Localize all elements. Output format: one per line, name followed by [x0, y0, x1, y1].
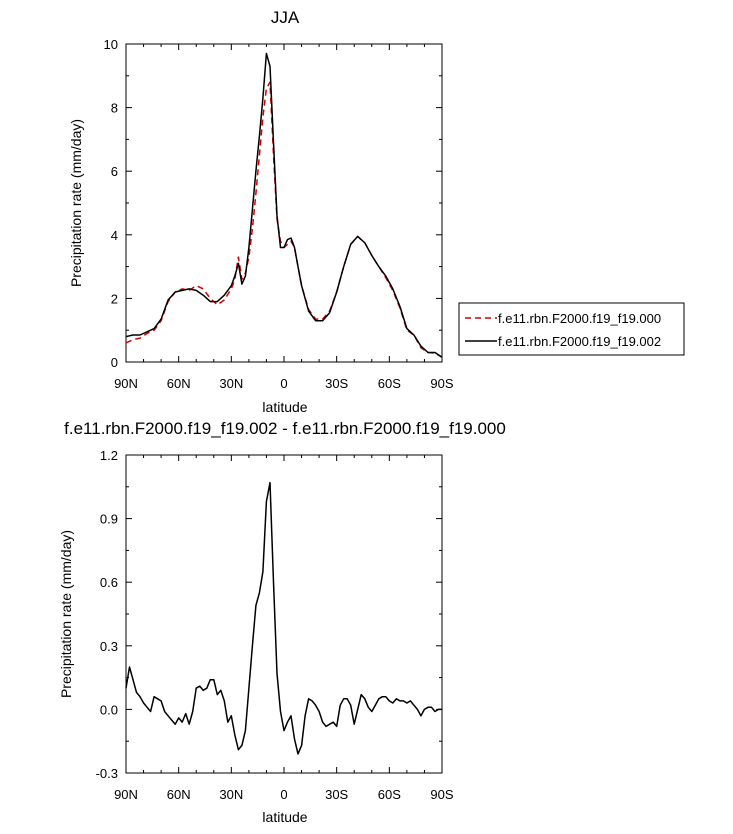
top-y-axis-label: Precipitation rate (mm/day) [68, 119, 84, 287]
bottom-y-tick-label: 0.3 [100, 639, 118, 654]
bottom-y-tick-label: -0.3 [96, 766, 118, 781]
top-y-tick-label: 4 [111, 228, 118, 243]
bottom-x-tick-label: 60S [378, 787, 401, 802]
top-y-tick-label: 0 [111, 355, 118, 370]
bottom-y-tick-label: 0.6 [100, 575, 118, 590]
bottom-x-tick-label: 30N [219, 787, 243, 802]
bottom-x-tick-label: 90N [114, 787, 138, 802]
top-y-tick-label: 10 [104, 37, 118, 52]
top-x-tick-label: 60S [378, 376, 401, 391]
top-plot-frame [125, 43, 443, 363]
top-series-line-f19.000 [125, 81, 443, 358]
top-y-tick-label: 2 [111, 291, 118, 306]
top-series-line-f19.002 [125, 52, 443, 358]
top-x-tick-label: 0 [280, 376, 287, 391]
top-y-tick-label: 8 [111, 101, 118, 116]
top-x-axis-label: latitude [262, 399, 307, 415]
top-x-tick-label: 30N [219, 376, 243, 391]
bottom-x-tick-label: 90S [430, 787, 453, 802]
top-chart-title: JJA [271, 8, 300, 27]
bottom-x-tick-label: 60N [167, 787, 191, 802]
bottom-chart-panel: f.e11.rbn.F2000.f19_f19.002 - f.e11.rbn.… [58, 419, 506, 825]
bottom-y-axis-label: Precipitation rate (mm/day) [58, 530, 74, 698]
bottom-plot-frame [125, 454, 443, 774]
top-x-tick-label: 90N [114, 376, 138, 391]
bottom-y-tick-label: 0.9 [100, 512, 118, 527]
legend: f.e11.rbn.F2000.f19_f19.000 f.e11.rbn.F2… [458, 302, 685, 356]
legend-label-series-000: f.e11.rbn.F2000.f19_f19.000 [498, 311, 661, 326]
top-x-tick-label: 30S [325, 376, 348, 391]
top-x-tick-label: 90S [430, 376, 453, 391]
bottom-y-tick-label: 0.0 [100, 702, 118, 717]
legend-box [458, 302, 685, 356]
bottom-x-tick-label: 0 [280, 787, 287, 802]
bottom-y-tick-label: 1.2 [100, 448, 118, 463]
top-y-tick-label: 6 [111, 164, 118, 179]
bottom-chart-title: f.e11.rbn.F2000.f19_f19.002 - f.e11.rbn.… [64, 419, 506, 438]
bottom-x-axis-label: latitude [262, 809, 307, 825]
bottom-difference-series-line [125, 481, 442, 755]
top-x-tick-label: 60N [167, 376, 191, 391]
legend-label-series-002: f.e11.rbn.F2000.f19_f19.002 [498, 334, 661, 349]
bottom-x-tick-label: 30S [325, 787, 348, 802]
